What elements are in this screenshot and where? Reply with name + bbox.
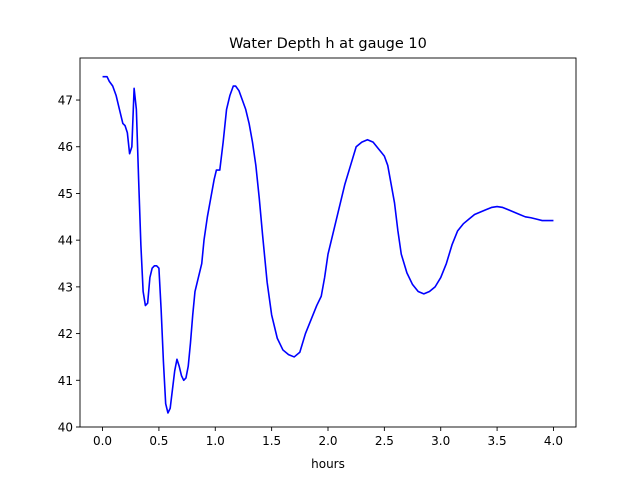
x-tick-label: 0.0 — [93, 434, 112, 448]
x-tick-label: 1.0 — [206, 434, 225, 448]
x-tick-label: 3.0 — [431, 434, 450, 448]
x-tick-label: 2.5 — [375, 434, 394, 448]
x-tick-label: 3.5 — [488, 434, 507, 448]
x-tick-label: 2.0 — [318, 434, 337, 448]
series-line-0 — [102, 75, 554, 414]
chart-title: Water Depth h at gauge 10 — [229, 36, 427, 52]
axes-frame — [79, 57, 577, 428]
y-tick-label: 40 — [58, 421, 73, 435]
y-tick-label: 45 — [58, 187, 73, 201]
x-tick-label: 1.5 — [262, 434, 281, 448]
y-tick-label: 44 — [58, 234, 73, 248]
y-tick-label: 46 — [58, 140, 73, 154]
x-tick-label: 0.5 — [149, 434, 168, 448]
y-tick-label: 42 — [58, 327, 73, 341]
y-tick-label: 41 — [58, 374, 73, 388]
x-axis-label: hours — [311, 457, 345, 471]
y-tick-label: 43 — [58, 280, 73, 294]
plot-area: 0.0 0.5 1.0 1.5 2.0 2.5 3.0 3.5 4.0 40 41 42 43 44 45 4… — [58, 57, 577, 448]
y-tick-label: 47 — [58, 94, 73, 108]
x-tick-label: 4.0 — [544, 434, 563, 448]
